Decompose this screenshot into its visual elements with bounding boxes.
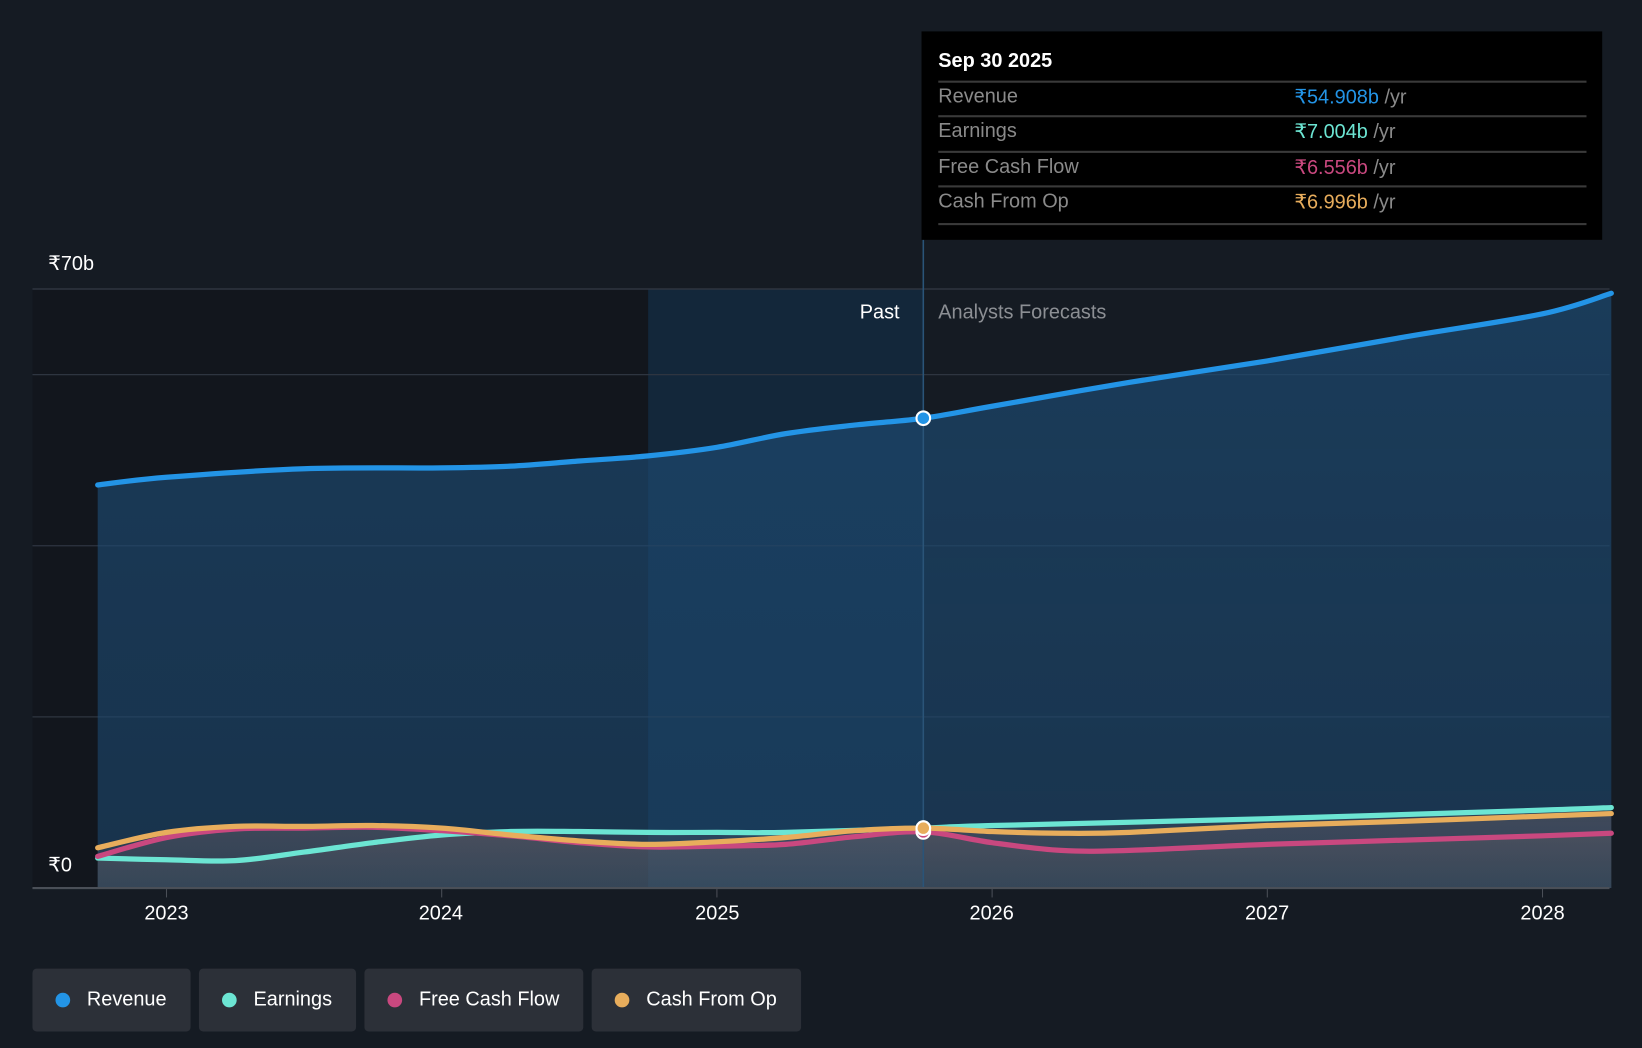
tooltip-label: Free Cash Flow [938,156,1079,179]
x-tick-label: 2026 [969,902,1014,925]
revenue-line [95,290,1614,488]
x-tick-label: 2024 [418,902,464,925]
cash-from-op-line [95,810,1614,851]
legend-label: Cash From Op [646,988,777,1011]
tooltip-row-earnings: Earnings ₹7.004b /yr [938,115,1587,152]
free-cash-flow-dot-icon [387,992,403,1008]
legend-label: Earnings [253,988,333,1011]
legend: Revenue Earnings Free Cash Flow Cash Fro… [32,968,801,1032]
tooltip-unit: /yr [1373,191,1396,214]
x-tick-label: 2023 [144,902,189,925]
tooltip-unit: /yr [1384,86,1407,109]
legend-item-free-cash-flow[interactable]: Free Cash Flow [364,968,584,1032]
earnings-dot-icon [222,992,237,1008]
past-region-label: Past [859,301,900,324]
cash-from-op-dot-icon [614,992,630,1008]
revenue-marker [915,410,932,427]
tooltip-value: ₹7.004b [1294,121,1368,144]
tooltip-unit: /yr [1373,157,1396,180]
x-tick-label: 2025 [695,902,740,925]
cash-from-op-marker [915,820,932,837]
tooltip-value: ₹54.908b [1294,86,1379,109]
revenue-dot-icon [55,992,71,1008]
tooltip-value: ₹6.996b [1294,191,1368,214]
tooltip-row-cash-from-op: Cash From Op ₹6.996b /yr [938,185,1587,226]
tooltip-date: Sep 30 2025 [938,50,1053,73]
y-tick-label-zero: ₹0 [48,854,72,877]
tooltip: Sep 30 2025 Revenue ₹54.908b /yr Earning… [921,31,1603,240]
tooltip-row-free-cash-flow: Free Cash Flow ₹6.556b /yr [938,150,1587,188]
tooltip-label: Earnings [938,120,1017,143]
tooltip-unit: /yr [1373,121,1396,144]
legend-item-revenue[interactable]: Revenue [32,968,191,1032]
legend-label: Free Cash Flow [418,988,560,1011]
tooltip-label: Cash From Op [938,190,1069,213]
y-tick-label-max: ₹70b [48,253,95,276]
tooltip-value: ₹6.556b [1294,157,1368,180]
forecast-region-label: Analysts Forecasts [938,301,1107,324]
legend-label: Revenue [86,988,167,1011]
revenue-area [97,293,1612,889]
legend-item-cash-from-op[interactable]: Cash From Op [591,968,801,1032]
x-tick-label: 2028 [1520,902,1565,925]
tooltip-label: Revenue [938,85,1018,108]
earnings-line [95,804,1614,864]
legend-item-earnings[interactable]: Earnings [199,968,357,1032]
tooltip-row-revenue: Revenue ₹54.908b /yr [938,80,1587,118]
x-tick-label: 2027 [1244,902,1290,925]
